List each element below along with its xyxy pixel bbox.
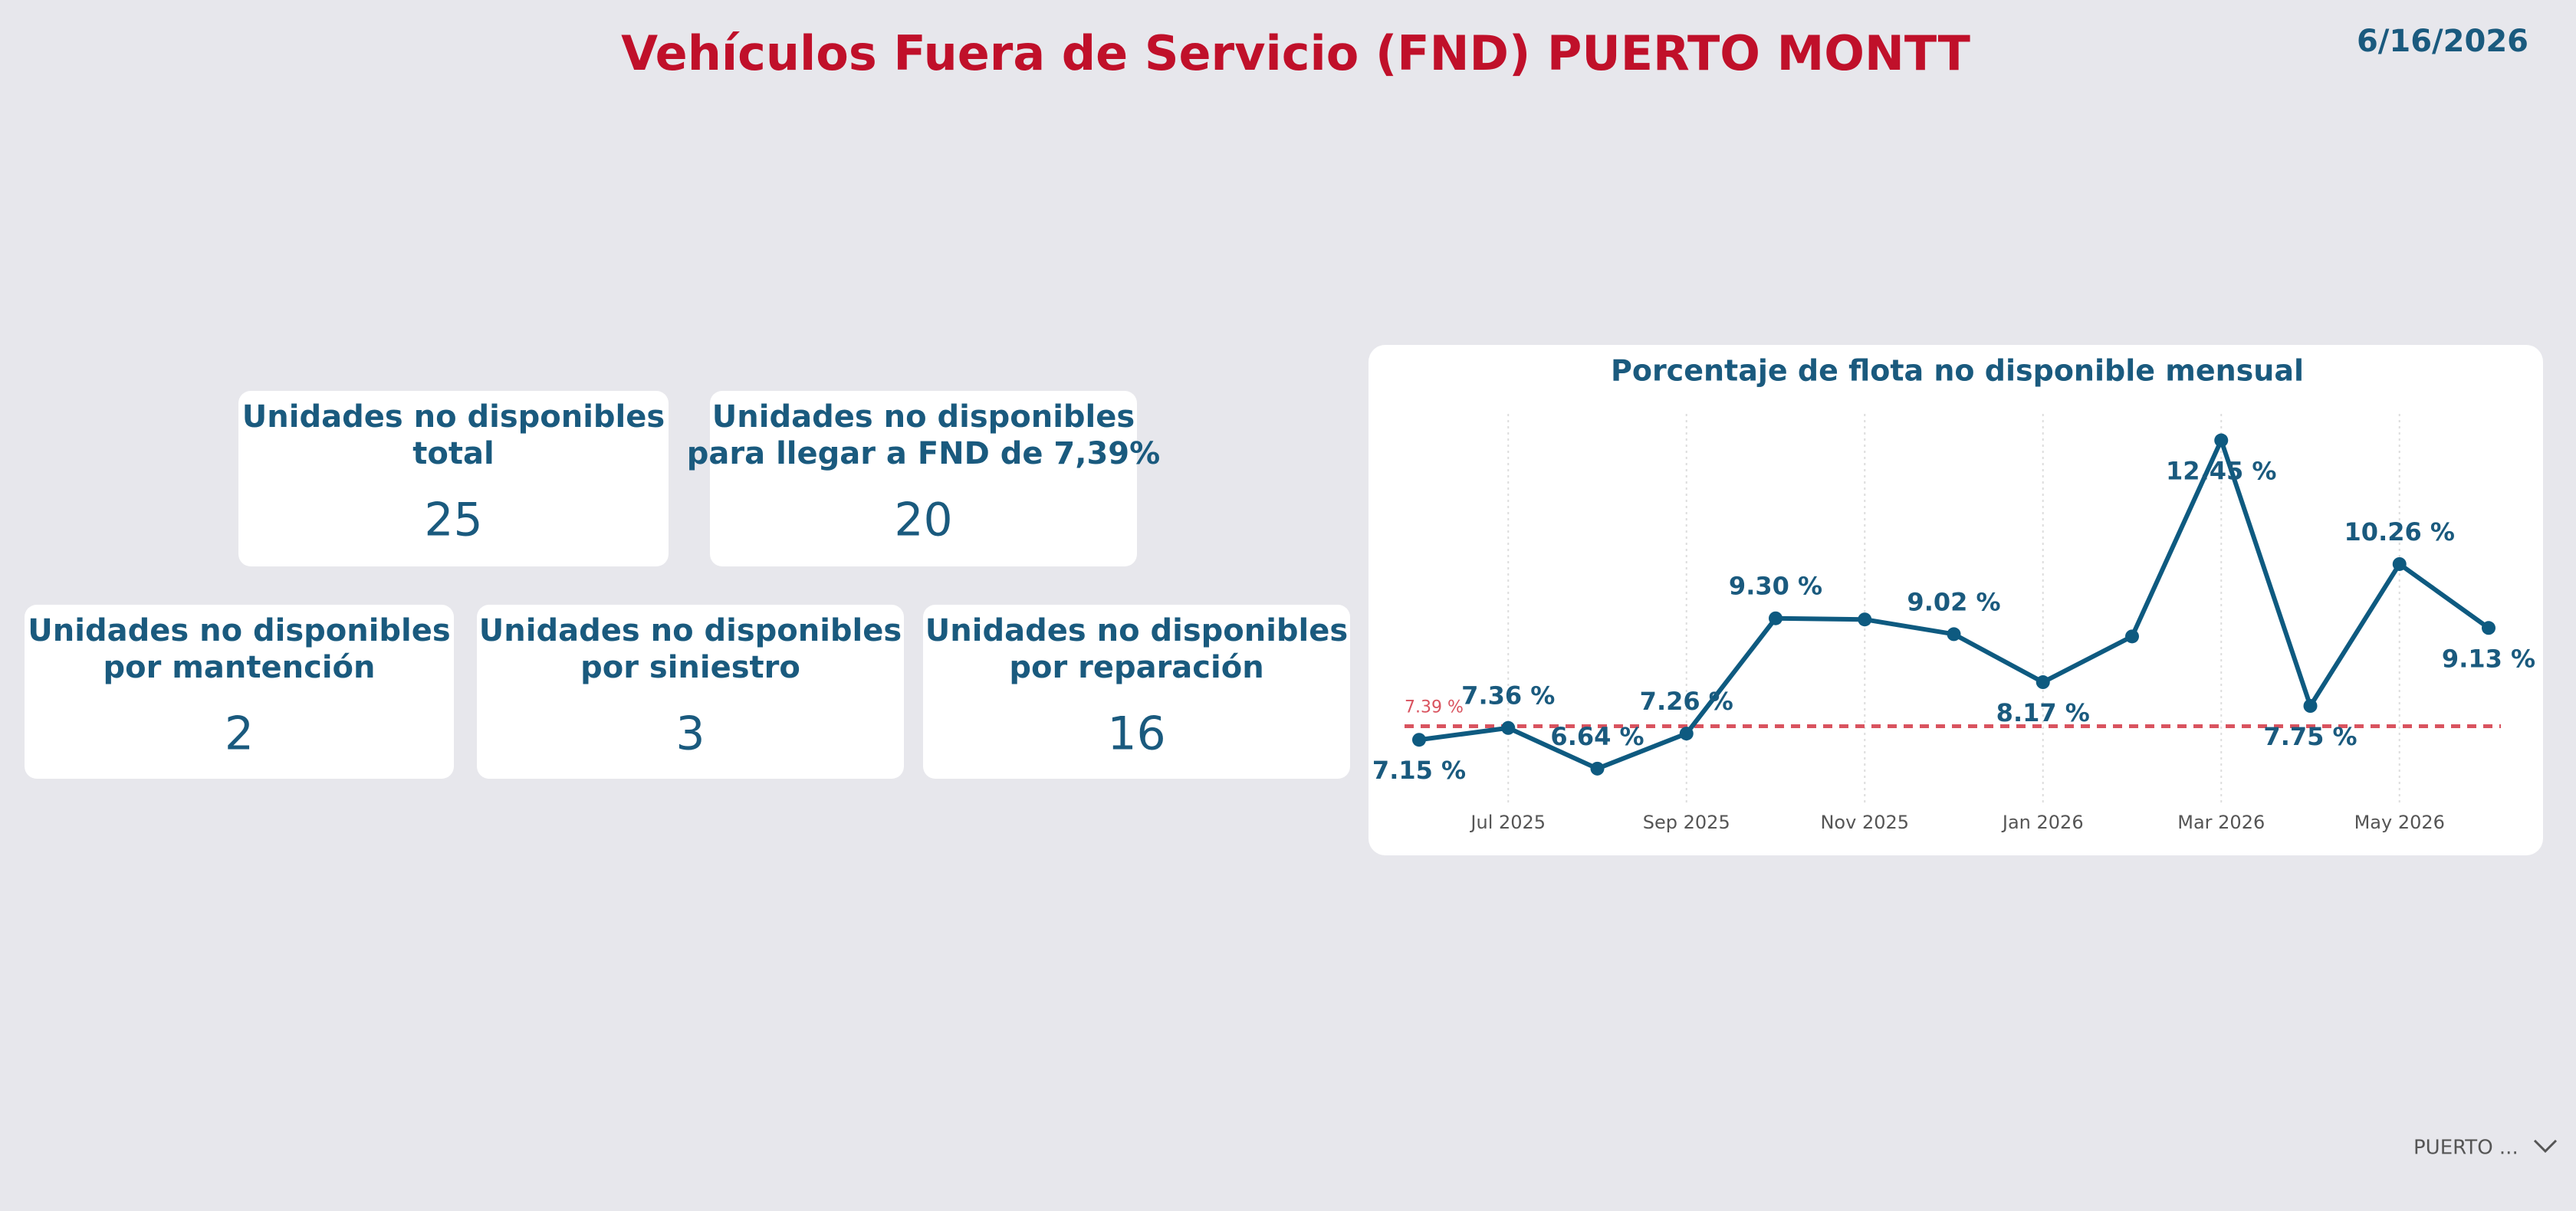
kpi-title: Unidades no disponibles <box>925 613 1348 648</box>
kpi-title: por reparación <box>1009 650 1263 685</box>
data-label: 8.17 % <box>1996 698 2090 727</box>
kpi-title: por mantención <box>103 650 375 685</box>
point <box>2303 699 2318 713</box>
data-label: 9.02 % <box>1907 587 2000 616</box>
point <box>1412 733 1426 747</box>
point <box>2214 433 2229 448</box>
point <box>2392 556 2407 571</box>
filter-label[interactable]: PUERTO ... <box>2413 1137 2518 1160</box>
kpi-card <box>477 605 904 779</box>
kpi-card <box>923 605 1350 779</box>
x-tick-label: Mar 2026 <box>2177 812 2265 833</box>
kpi-card <box>710 391 1137 566</box>
data-label: 12.45 % <box>2166 457 2276 486</box>
kpi-card <box>238 391 669 566</box>
kpi-title: por siniestro <box>580 650 800 685</box>
x-tick-label: May 2026 <box>2354 812 2445 833</box>
kpi-value: 3 <box>675 707 705 761</box>
point <box>1858 612 1872 627</box>
filter-chevron[interactable] <box>2533 1139 2558 1154</box>
data-label: 9.30 % <box>1729 572 1822 601</box>
kpi-title: Unidades no disponibles <box>712 399 1135 435</box>
point <box>2125 629 2139 644</box>
point <box>2482 621 2496 635</box>
data-label: 9.13 % <box>2442 644 2535 673</box>
data-label: 10.26 % <box>2344 517 2455 546</box>
point <box>1590 761 1605 776</box>
point <box>1769 611 1783 625</box>
data-label: 7.26 % <box>1640 687 1733 716</box>
kpi-title: total <box>412 436 494 471</box>
data-label: 7.15 % <box>1372 756 1466 785</box>
x-tick-label: Jan 2026 <box>2001 812 2084 833</box>
kpi-card <box>25 605 454 779</box>
kpi-title: Unidades no disponibles <box>28 613 450 648</box>
point <box>1947 627 1961 642</box>
x-tick-label: Sep 2025 <box>1643 812 1730 833</box>
data-label: 7.36 % <box>1461 681 1555 711</box>
point <box>1501 720 1516 735</box>
page-title: Vehículos Fuera de Servicio (FND) PUERTO… <box>621 25 1970 81</box>
kpi-value: 16 <box>1107 707 1165 761</box>
kpi-title: Unidades no disponibles <box>479 613 902 648</box>
x-tick-label: Nov 2025 <box>1820 812 1909 833</box>
data-label: 7.75 % <box>2263 722 2357 751</box>
chart-title: Porcentaje de flota no disponible mensua… <box>1611 354 2304 388</box>
point <box>2036 675 2050 690</box>
point <box>1679 727 1694 741</box>
kpi-title: Unidades no disponibles <box>242 399 665 435</box>
reference-label: 7.39 % <box>1405 698 1464 717</box>
report-date: 6/16/2026 <box>2357 24 2528 59</box>
kpi-value: 2 <box>225 707 254 761</box>
kpi-title: para llegar a FND de 7,39% <box>687 436 1160 471</box>
kpi-value: 20 <box>894 494 952 547</box>
filter[interactable]: PUERTO ... <box>2413 1137 2558 1160</box>
x-tick-label: Jul 2025 <box>1469 812 1546 833</box>
data-label: 6.64 % <box>1550 722 1644 751</box>
kpi-value: 25 <box>424 494 482 547</box>
